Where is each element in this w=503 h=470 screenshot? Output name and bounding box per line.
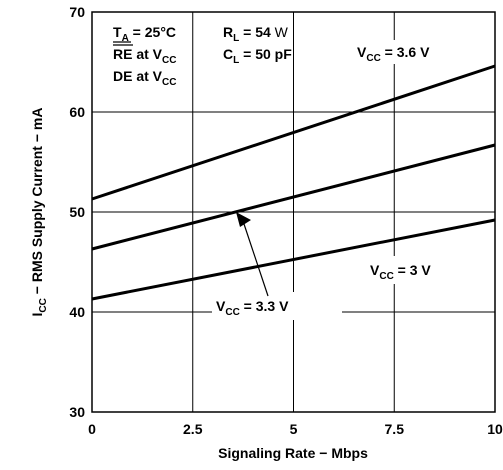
annotation-cl: CL = 50 pF: [223, 46, 292, 66]
label-bg-v33: [212, 292, 342, 320]
annotation-de: DE at VCC: [113, 68, 176, 88]
label-bg-v36: [352, 40, 460, 64]
x-tick-label-4: 10: [487, 421, 503, 437]
series-line-2: [91, 218, 496, 301]
y-axis-label: ICC − RMS Supply Current − mA: [29, 108, 49, 317]
y-tick-label-1: 40: [69, 304, 85, 320]
annotation-arrow-head: [236, 212, 251, 227]
annotation-rl: RL = 54 W: [223, 24, 289, 44]
x-tick-label-2: 5: [290, 421, 298, 437]
x-tick-labels: 0 2.5 5 7.5 10: [88, 421, 503, 437]
grid: [92, 12, 495, 412]
x-axis-label: Signaling Rate − Mbps: [218, 445, 368, 461]
x-tick-label-1: 2.5: [183, 421, 203, 437]
x-tick-label-0: 0: [88, 421, 96, 437]
series-label-vcc-3-3: VCC = 3.3 V: [216, 298, 289, 318]
y-tick-label-2: 50: [69, 204, 85, 220]
plot-frame: [91, 11, 496, 413]
series-line-0: [91, 64, 496, 201]
series-label-vcc-3-0: VCC = 3 V: [370, 262, 431, 282]
series-group: [91, 64, 496, 301]
x-tick-label-3: 7.5: [385, 421, 405, 437]
y-tick-labels: 30 40 50 60 70: [69, 4, 85, 420]
y-tick-label-4: 70: [69, 4, 85, 20]
y-tick-label-3: 60: [69, 104, 85, 120]
label-bg-v30: [365, 256, 461, 284]
series-label-vcc-3-6: VCC = 3.6 V: [357, 44, 430, 64]
y-tick-label-0: 30: [69, 404, 85, 420]
annotation-re: RE at VCC: [113, 46, 176, 66]
annotation-ta: TA = 25°C: [113, 24, 176, 44]
series-line-1: [91, 143, 496, 251]
annotation-arrow-line: [243, 223, 269, 297]
